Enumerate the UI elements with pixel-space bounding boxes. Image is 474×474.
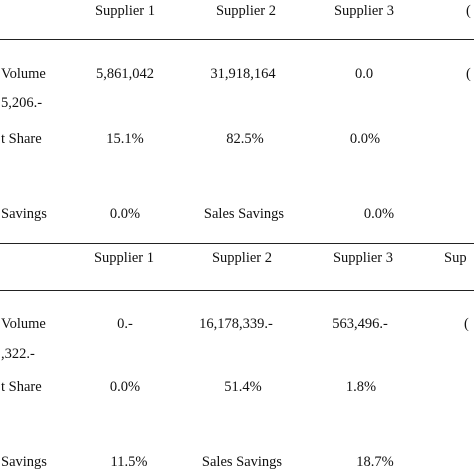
bottom-volume-supplier-2: 16,178,339.- <box>199 316 273 332</box>
bottom-savings-label: Savings <box>1 454 47 470</box>
top-savings-supplier-2: Sales Savings <box>203 206 285 222</box>
top-share-supplier-2: 82.5% <box>226 131 264 147</box>
bottom-header-partial: Sup <box>444 250 467 266</box>
top-volume-supplier-2: 31,918,164 <box>210 66 276 82</box>
bottom-share-supplier-2: 51.4% <box>224 379 262 395</box>
top-volume-label: Volume <box>1 66 46 82</box>
top-header-supplier-3: Supplier 3 <box>333 3 395 19</box>
top-header-rule <box>0 39 474 40</box>
top-volume-partial: ( <box>466 66 471 82</box>
top-header-supplier-1: Supplier 1 <box>94 3 156 19</box>
bottom-header-supplier-3: Supplier 3 <box>332 250 394 266</box>
top-savings-supplier-3: 0.0% <box>363 206 395 222</box>
top-savings-label: Savings <box>1 206 47 222</box>
bottom-header-rule <box>0 290 474 291</box>
top-savings-supplier-1: 0.0% <box>109 206 141 222</box>
bottom-savings-supplier-2: Sales Savings <box>201 454 283 470</box>
top-volume-supplier-3: 0.0 <box>354 66 374 82</box>
bottom-header-supplier-2: Supplier 2 <box>211 250 273 266</box>
top-share-supplier-1: 15.1% <box>106 131 144 147</box>
top-volume-supplier-1: 5,861,042 <box>96 66 154 82</box>
top-share-supplier-3: 0.0% <box>349 131 381 147</box>
top-volume-sub: 5,206.- <box>1 95 43 111</box>
bottom-volume-supplier-1: 0.- <box>117 316 133 332</box>
bottom-volume-label: Volume <box>1 316 46 332</box>
top-header-partial: ( <box>466 3 471 19</box>
bottom-volume-supplier-3: 563,496.- <box>332 316 388 332</box>
bottom-volume-partial: ( <box>464 316 469 332</box>
bottom-share-supplier-3: 1.8% <box>345 379 377 395</box>
bottom-savings-supplier-1: 11.5% <box>110 454 148 470</box>
top-header-supplier-2: Supplier 2 <box>215 3 277 19</box>
bottom-share-label: t Share <box>1 379 42 395</box>
top-share-label: t Share <box>1 131 42 147</box>
table-divider-rule <box>0 243 474 244</box>
bottom-share-supplier-1: 0.0% <box>109 379 141 395</box>
bottom-volume-sub: ,322.- <box>1 346 35 362</box>
bottom-header-supplier-1: Supplier 1 <box>93 250 155 266</box>
bottom-savings-supplier-3: 18.7% <box>356 454 394 470</box>
